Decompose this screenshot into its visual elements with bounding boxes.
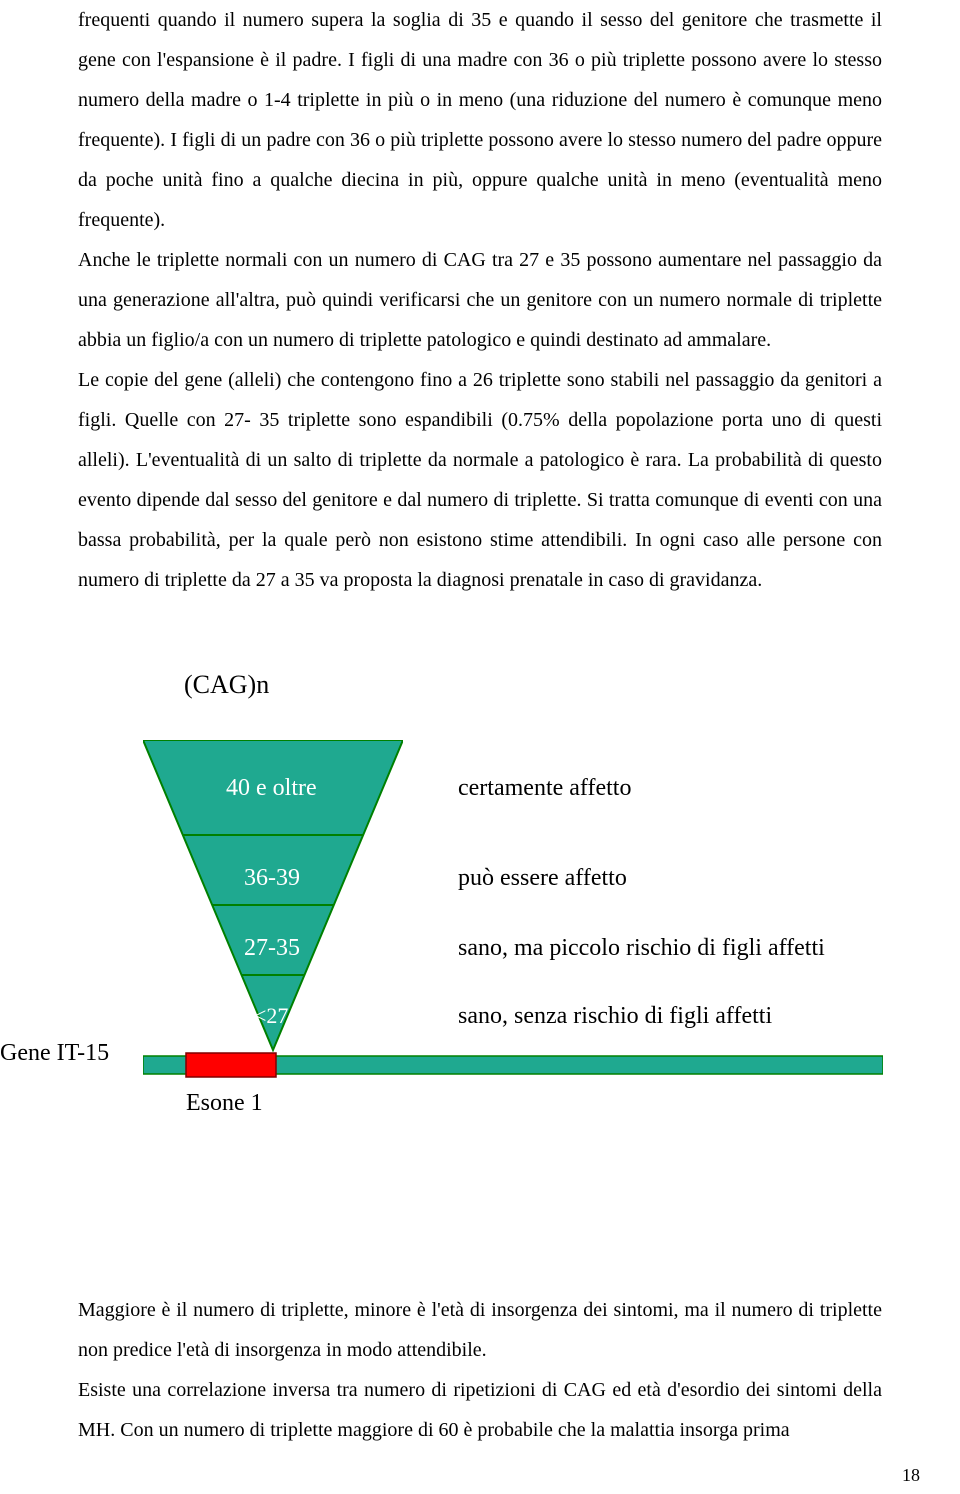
paragraph-1: frequenti quando il numero supera la sog… — [78, 0, 882, 240]
cag-triangle-diagram: (CAG)n 40 e oltre certamente affetto 36-… — [78, 670, 882, 1230]
band-label-27-35: 27-35 — [244, 935, 300, 962]
body-text-bottom: Maggiore è il numero di triplette, minor… — [78, 1290, 882, 1450]
paragraph-5: Le copie del gene (alleli) che contengon… — [78, 360, 882, 600]
band-desc-27-35: sano, ma piccolo rischio di figli affett… — [458, 935, 825, 962]
page-number: 18 — [902, 1465, 920, 1486]
paragraph-4: Anche le triplette normali con un numero… — [78, 240, 882, 360]
paragraph-6: Maggiore è il numero di triplette, minor… — [78, 1290, 882, 1370]
band-label-lt27: <27 — [254, 1003, 288, 1029]
body-text-top: frequenti quando il numero supera la sog… — [78, 0, 882, 600]
gene-bar-svg — [143, 1050, 883, 1080]
band-desc-lt27: sano, senza rischio di figli affetti — [458, 1003, 772, 1030]
band-desc-36-39: può essere affetto — [458, 865, 627, 892]
exon-rect — [186, 1053, 276, 1077]
band-desc-40plus: certamente affetto — [458, 775, 631, 802]
gene-label: Gene IT-15 — [0, 1040, 109, 1067]
band-label-40plus: 40 e oltre — [226, 775, 317, 802]
diagram-title: (CAG)n — [184, 670, 269, 700]
paragraph-7: Esiste una correlazione inversa tra nume… — [78, 1370, 882, 1450]
exon-label: Esone 1 — [186, 1090, 263, 1117]
band-label-36-39: 36-39 — [244, 865, 300, 892]
